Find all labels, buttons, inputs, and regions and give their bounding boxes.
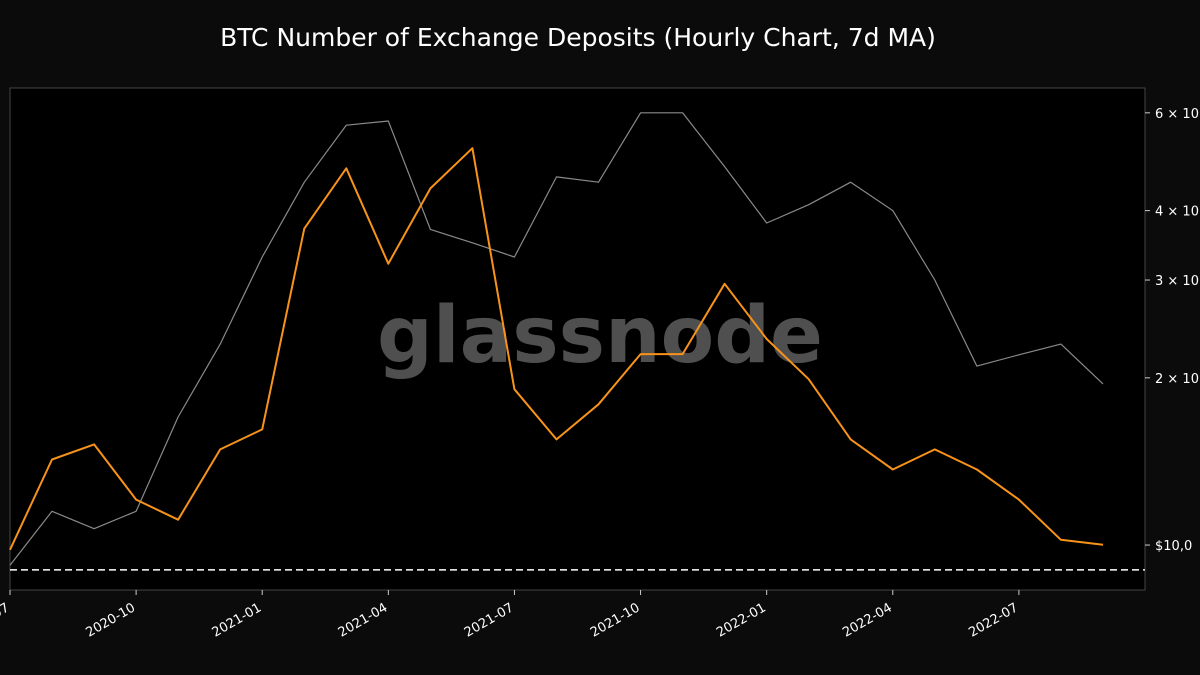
y2-tick-label: $10,0 <box>1155 539 1192 554</box>
y2-tick-label: 2 × 10 <box>1155 372 1199 387</box>
y2-tick-label: 6 × 10 <box>1155 107 1199 122</box>
x-tick-label: 2021-07 <box>462 600 517 640</box>
series-line <box>9 147 1104 551</box>
x-tick-label: 2020-10 <box>84 600 139 640</box>
chart-title: BTC Number of Exchange Deposits (Hourly … <box>220 23 936 52</box>
x-tick-label: 2020-07 <box>0 600 12 640</box>
x-tick-label: 2021-01 <box>210 600 265 640</box>
y2-tick-label: 4 × 10 <box>1155 205 1199 220</box>
y2-tick-label: 3 × 10 <box>1155 274 1199 289</box>
x-tick-label: 2022-07 <box>966 600 1021 640</box>
x-tick-label: 2022-04 <box>840 600 895 640</box>
x-tick-label: 2021-10 <box>588 600 643 640</box>
x-tick-label: 2022-01 <box>714 600 769 640</box>
plot-area <box>9 87 1146 591</box>
series-line <box>9 112 1104 566</box>
x-tick-label: 2021-04 <box>336 600 391 640</box>
watermark: glassnode <box>377 291 823 381</box>
